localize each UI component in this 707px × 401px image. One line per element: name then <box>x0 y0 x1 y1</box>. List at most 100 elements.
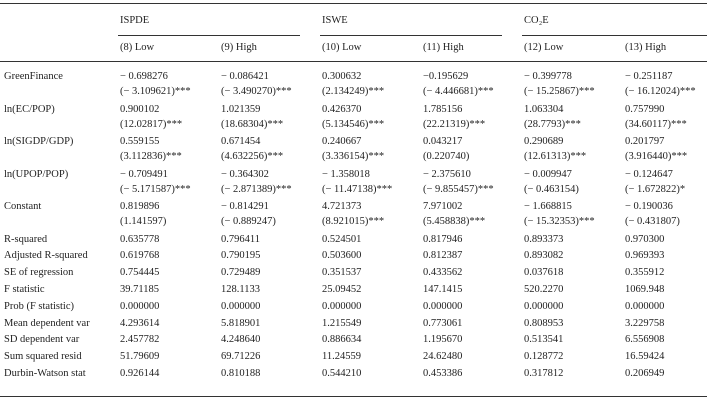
cell-value: 0.619768 <box>120 250 160 262</box>
cell-tstat: (12.61313)*** <box>524 151 587 162</box>
header-rule <box>0 61 707 62</box>
cell-value: 0.453386 <box>423 367 463 379</box>
cell-tstat: (5.458838)*** <box>423 216 486 227</box>
cell-value: 0.671454 <box>221 136 261 147</box>
cell-value: 0.503600 <box>322 250 362 262</box>
cell-value: 0.810188 <box>221 367 261 379</box>
cell-value: 6.556908 <box>625 334 665 346</box>
row-label: Constant <box>4 201 42 212</box>
cell-value: 7.971002 <box>423 201 463 212</box>
cell-value: 4.293614 <box>120 317 160 329</box>
cell-value: 0.513541 <box>524 334 564 346</box>
cell-value: 4.721373 <box>322 201 362 212</box>
cell-value: 147.1415 <box>423 283 463 295</box>
cell-tstat: (18.68304)*** <box>221 118 284 130</box>
cell-tstat: (− 3.109621)*** <box>120 86 191 97</box>
cell-value: 0.206949 <box>625 367 665 379</box>
cell-value: 1.063304 <box>524 103 564 115</box>
cell-tstat: (3.916440)*** <box>625 151 688 162</box>
cell-value: 5.818901 <box>221 317 261 329</box>
cell-value: − 0.364302 <box>221 168 269 180</box>
cell-value: 0.559155 <box>120 136 160 147</box>
cell-value: 0.819896 <box>120 201 160 212</box>
cell-value: 1.215549 <box>322 317 362 329</box>
cell-value: 2.457782 <box>120 334 160 346</box>
cell-value: 0.544210 <box>322 367 362 379</box>
row-label: F statistic <box>4 283 45 295</box>
cell-value: 0.900102 <box>120 103 160 115</box>
cell-value: 0.808953 <box>524 317 564 329</box>
cell-tstat: (− 15.32353)*** <box>524 216 595 227</box>
group-rule <box>522 35 707 36</box>
cell-value: − 0.709491 <box>120 168 168 180</box>
cell-value: 0.300632 <box>322 71 362 82</box>
cell-value: 1.195670 <box>423 334 463 346</box>
cell-tstat: (12.02817)*** <box>120 118 183 130</box>
cell-value: 0.635778 <box>120 233 160 245</box>
group-header: ISWE <box>322 15 348 26</box>
cell-tstat: (28.7793)*** <box>524 118 581 130</box>
cell-tstat: (5.134546)*** <box>322 118 385 130</box>
cell-value: 0.773061 <box>423 317 463 329</box>
cell-value: 0.128772 <box>524 351 564 363</box>
cell-tstat: (− 5.171587)*** <box>120 183 191 195</box>
cell-value: 0.000000 <box>221 300 261 312</box>
cell-value: 0.524501 <box>322 233 362 245</box>
cell-value: 0.757990 <box>625 103 665 115</box>
cell-value: 0.000000 <box>524 300 564 312</box>
cell-value: 39.71185 <box>120 283 159 295</box>
cell-value: 0.043217 <box>423 136 463 147</box>
cell-tstat: (− 0.463154) <box>524 183 579 195</box>
cell-tstat: (− 1.672822)* <box>625 183 686 195</box>
cell-value: 0.426370 <box>322 103 362 115</box>
cell-value: 3.229758 <box>625 317 665 329</box>
cell-tstat: (− 16.12024)*** <box>625 86 696 97</box>
cell-value: − 0.124647 <box>625 168 673 180</box>
row-label: GreenFinance <box>4 71 63 82</box>
cell-tstat: (3.112836)*** <box>120 151 182 162</box>
cell-tstat: (− 3.490270)*** <box>221 86 292 97</box>
cell-value: 0.970300 <box>625 233 665 245</box>
cell-value: 0.201797 <box>625 136 665 147</box>
cell-tstat: (2.134249)*** <box>322 86 385 97</box>
cell-value: 0.926144 <box>120 367 160 379</box>
cell-value: 0.355912 <box>625 267 665 279</box>
cell-value: 128.1133 <box>221 283 260 295</box>
row-label: Durbin-Watson stat <box>4 367 86 379</box>
cell-value: 25.09452 <box>322 283 362 295</box>
cell-value: 520.2270 <box>524 283 564 295</box>
group-header: CO₂E <box>524 15 549 26</box>
cell-value: − 0.698276 <box>120 71 168 82</box>
cell-tstat: (− 0.431807) <box>625 216 680 227</box>
cell-tstat: (− 2.871389)*** <box>221 183 292 195</box>
column-header: (8) Low <box>120 42 155 53</box>
row-label: ln(UPOP/POP) <box>4 168 69 180</box>
cell-value: 0.893082 <box>524 250 564 262</box>
cell-tstat: (− 9.855457)*** <box>423 183 494 195</box>
cell-tstat: (8.921015)*** <box>322 216 385 227</box>
cell-tstat: (4.632256)*** <box>221 151 284 162</box>
cell-value: 0.893373 <box>524 233 564 245</box>
cell-value: − 0.814291 <box>221 201 269 212</box>
column-header: (13) High <box>625 42 667 53</box>
cell-value: 0.817946 <box>423 233 463 245</box>
row-label: R-squared <box>4 233 48 245</box>
cell-value: 16.59424 <box>625 351 665 363</box>
cell-tstat: (1.141597) <box>120 216 167 227</box>
row-label: Prob (F statistic) <box>4 300 74 312</box>
cell-value: 1.785156 <box>423 103 463 115</box>
cell-value: 0.317812 <box>524 367 564 379</box>
cell-value: 0.000000 <box>120 300 160 312</box>
top-rule <box>0 3 707 4</box>
bottom-rule <box>0 396 707 397</box>
cell-value: 0.433562 <box>423 267 463 279</box>
cell-value: 0.351537 <box>322 267 362 279</box>
cell-value: 0.000000 <box>423 300 463 312</box>
cell-value: 1.021359 <box>221 103 261 115</box>
column-header: (10) Low <box>322 42 362 53</box>
column-header: (12) Low <box>524 42 564 53</box>
cell-value: 0.000000 <box>625 300 665 312</box>
cell-tstat: (− 4.446681)*** <box>423 86 494 97</box>
cell-value: 0.037618 <box>524 267 564 279</box>
row-label: Mean dependent var <box>4 317 90 329</box>
